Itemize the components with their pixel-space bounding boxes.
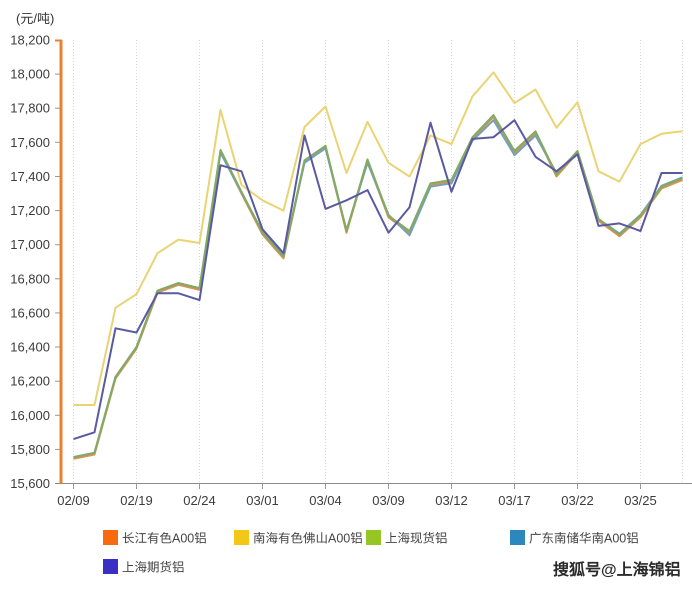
svg-text:03/01: 03/01 bbox=[246, 493, 279, 508]
svg-text:17,400: 17,400 bbox=[10, 169, 50, 184]
svg-text:18,200: 18,200 bbox=[10, 33, 50, 48]
svg-text:16,200: 16,200 bbox=[10, 374, 50, 389]
svg-text:03/12: 03/12 bbox=[435, 493, 468, 508]
svg-text:02/24: 02/24 bbox=[183, 493, 216, 508]
svg-text:上海现货铝: 上海现货铝 bbox=[385, 528, 448, 547]
svg-text:17,200: 17,200 bbox=[10, 203, 50, 218]
svg-text:16,800: 16,800 bbox=[10, 271, 50, 286]
svg-text:16,600: 16,600 bbox=[10, 305, 50, 320]
svg-text:南海有色佛山A00铝: 南海有色佛山A00铝 bbox=[253, 528, 363, 547]
svg-text:搜狐号@上海锦铝: 搜狐号@上海锦铝 bbox=[553, 556, 681, 580]
svg-text:16,000: 16,000 bbox=[10, 408, 50, 423]
svg-text:03/09: 03/09 bbox=[372, 493, 405, 508]
svg-text:17,800: 17,800 bbox=[10, 101, 50, 116]
svg-text:17,600: 17,600 bbox=[10, 135, 50, 150]
svg-text:02/09: 02/09 bbox=[57, 493, 90, 508]
svg-text:03/25: 03/25 bbox=[624, 493, 657, 508]
svg-text:上海期货铝: 上海期货铝 bbox=[122, 557, 185, 576]
svg-text:长江有色A00铝: 长江有色A00铝 bbox=[122, 528, 207, 547]
svg-text:16,400: 16,400 bbox=[10, 340, 50, 355]
svg-text:广东南储华南A00铝: 广东南储华南A00铝 bbox=[529, 528, 639, 547]
svg-text:18,000: 18,000 bbox=[10, 67, 50, 82]
svg-text:02/19: 02/19 bbox=[120, 493, 153, 508]
svg-text:17,000: 17,000 bbox=[10, 237, 50, 252]
svg-text:15,800: 15,800 bbox=[10, 442, 50, 457]
svg-text:15,600: 15,600 bbox=[10, 476, 50, 491]
svg-text:03/17: 03/17 bbox=[498, 493, 531, 508]
svg-text:03/04: 03/04 bbox=[309, 493, 342, 508]
svg-text:03/22: 03/22 bbox=[561, 493, 594, 508]
svg-text:(元/吨): (元/吨) bbox=[16, 8, 54, 27]
